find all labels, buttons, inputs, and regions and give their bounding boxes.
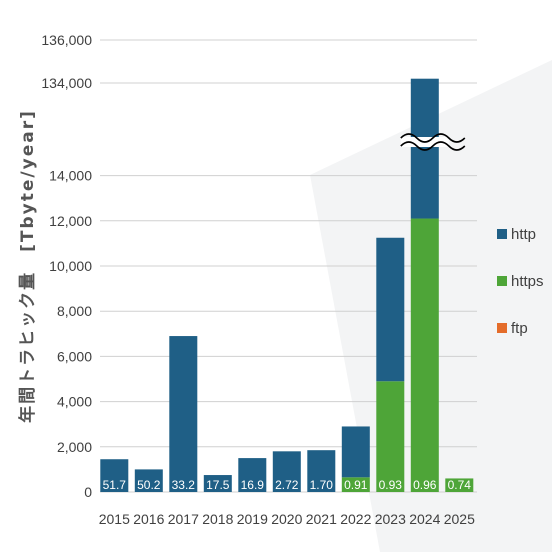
bar-http-2022 bbox=[341, 426, 370, 478]
break-wave bbox=[400, 141, 466, 151]
x-tick-label: 2023 bbox=[375, 511, 406, 527]
data-label-ftp: 0.74 bbox=[448, 478, 472, 492]
axis-break-mark bbox=[400, 133, 466, 151]
bar-http-2019 bbox=[238, 458, 267, 492]
y-tick-label: 134,000 bbox=[41, 75, 92, 91]
y-tick-label: 12,000 bbox=[49, 213, 92, 229]
bars bbox=[100, 78, 474, 493]
bar-https-2022 bbox=[341, 477, 370, 492]
legend-swatch-ftp bbox=[497, 323, 507, 333]
x-tick-label: 2020 bbox=[271, 511, 302, 527]
data-label-ftp: 33.2 bbox=[172, 478, 196, 492]
y-tick-label: 10,000 bbox=[49, 258, 92, 274]
y-tick-label: 0 bbox=[84, 484, 92, 500]
bar-http-2023 bbox=[376, 237, 405, 382]
legend: http https ftp bbox=[497, 226, 544, 337]
x-tick-label: 2017 bbox=[168, 511, 199, 527]
bar-http-2016 bbox=[134, 469, 163, 492]
bar-http-2021 bbox=[307, 450, 336, 492]
bar-https-2024 bbox=[410, 218, 439, 493]
x-tick-label: 2018 bbox=[202, 511, 233, 527]
y-tick-label: 136,000 bbox=[41, 32, 92, 48]
data-label-ftp: 0.93 bbox=[379, 478, 403, 492]
data-label-ftp: 51.7 bbox=[103, 478, 127, 492]
x-tick-label: 2019 bbox=[237, 511, 268, 527]
data-label-ftp: 1.70 bbox=[310, 478, 334, 492]
y-tick-label: 14,000 bbox=[49, 168, 92, 184]
data-labels: 51.7 50.2 33.2 17.5 16.9 2.72 1.70 0.91 0.93 0.96… bbox=[103, 478, 472, 492]
bar-http-2015 bbox=[100, 459, 129, 492]
data-label-ftp: 17.5 bbox=[206, 478, 230, 492]
y-tick-label: 8,000 bbox=[57, 303, 92, 319]
x-tick-label: 2016 bbox=[133, 511, 164, 527]
bar-http-2020 bbox=[272, 451, 301, 492]
x-tick-label: 2022 bbox=[340, 511, 371, 527]
y-axis-label: 年間トラヒック量 [Tbyte/year] bbox=[17, 109, 38, 423]
bar-http-2024 bbox=[410, 78, 439, 219]
y-tick-label: 2,000 bbox=[57, 439, 92, 455]
data-label-ftp: 0.96 bbox=[413, 478, 437, 492]
y-tick-label: 6,000 bbox=[57, 348, 92, 364]
legend-swatch-https bbox=[497, 276, 507, 286]
data-label-ftp: 0.91 bbox=[344, 478, 368, 492]
bar-http-2018 bbox=[203, 475, 232, 492]
x-tick-label: 2021 bbox=[306, 511, 337, 527]
bar-http-2017 bbox=[169, 336, 198, 492]
legend-label-http: http bbox=[511, 226, 536, 243]
data-label-ftp: 16.9 bbox=[241, 478, 265, 492]
data-label-ftp: 50.2 bbox=[137, 478, 161, 492]
break-wave bbox=[400, 133, 466, 143]
x-tick-label: 2025 bbox=[444, 511, 475, 527]
x-tick-labels: 2015 2016 2017 2018 2019 2020 2021 2022 2023 2024… bbox=[99, 511, 475, 527]
bar-https-2023 bbox=[376, 381, 405, 492]
legend-label-https: https bbox=[511, 273, 544, 290]
x-tick-label: 2015 bbox=[99, 511, 130, 527]
legend-swatch-http bbox=[497, 229, 507, 239]
bar-https-2025 bbox=[445, 478, 474, 492]
y-tick-labels: 0 2,000 4,000 6,000 8,000 10,000 12,000 14,000 1… bbox=[41, 32, 92, 500]
data-label-ftp: 2.72 bbox=[275, 478, 299, 492]
y-tick-label: 4,000 bbox=[57, 394, 92, 410]
x-tick-label: 2024 bbox=[409, 511, 440, 527]
legend-label-ftp: ftp bbox=[511, 320, 528, 337]
